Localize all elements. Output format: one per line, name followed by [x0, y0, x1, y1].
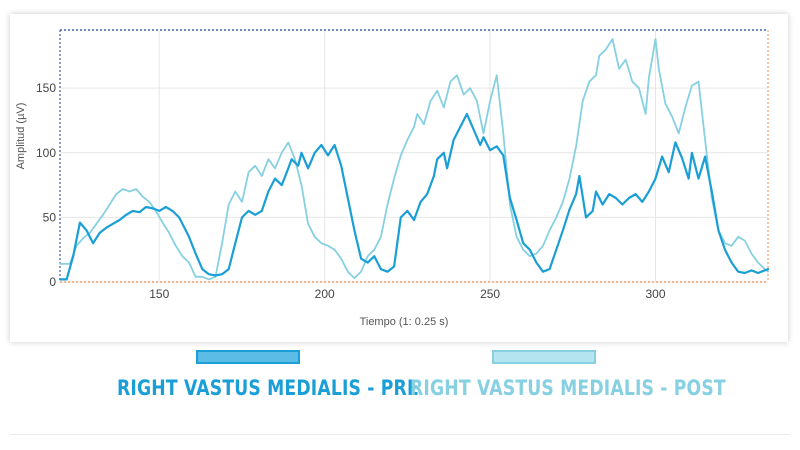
y-tick-label: 50	[43, 210, 57, 224]
divider	[10, 434, 790, 435]
y-tick-label: 100	[36, 146, 56, 160]
chart-card: 0 50 100 150 150 200 250 300 Tiempo (1: 0.25 s) A…	[10, 14, 788, 342]
x-tick-label: 250	[480, 287, 500, 301]
legend-swatch-pre	[196, 350, 300, 364]
series-line-post	[59, 38, 769, 281]
x-tick-label: 300	[645, 287, 665, 301]
y-tick-label: 0	[49, 275, 56, 289]
legend-label-pre: RIGHT VASTUS MEDIALIS - PRE	[117, 376, 419, 400]
series-line-pre	[58, 112, 770, 281]
legend-label-post: RIGHT VASTUS MEDIALIS - POST	[410, 376, 726, 400]
x-tick-label: 200	[315, 287, 335, 301]
y-tick-label: 150	[36, 81, 56, 95]
x-axis-label: Tiempo (1: 0.25 s)	[360, 316, 449, 328]
x-tick-label: 150	[149, 287, 169, 301]
y-axis-label: Amplitud (µV)	[15, 103, 27, 170]
line-chart: 0 50 100 150 150 200 250 300 Tiempo (1: 0.25 s) A…	[15, 29, 770, 328]
legend: RIGHT VASTUS MEDIALIS - PRE RIGHT VASTUS…	[0, 350, 800, 410]
legend-swatch-post	[492, 350, 596, 364]
